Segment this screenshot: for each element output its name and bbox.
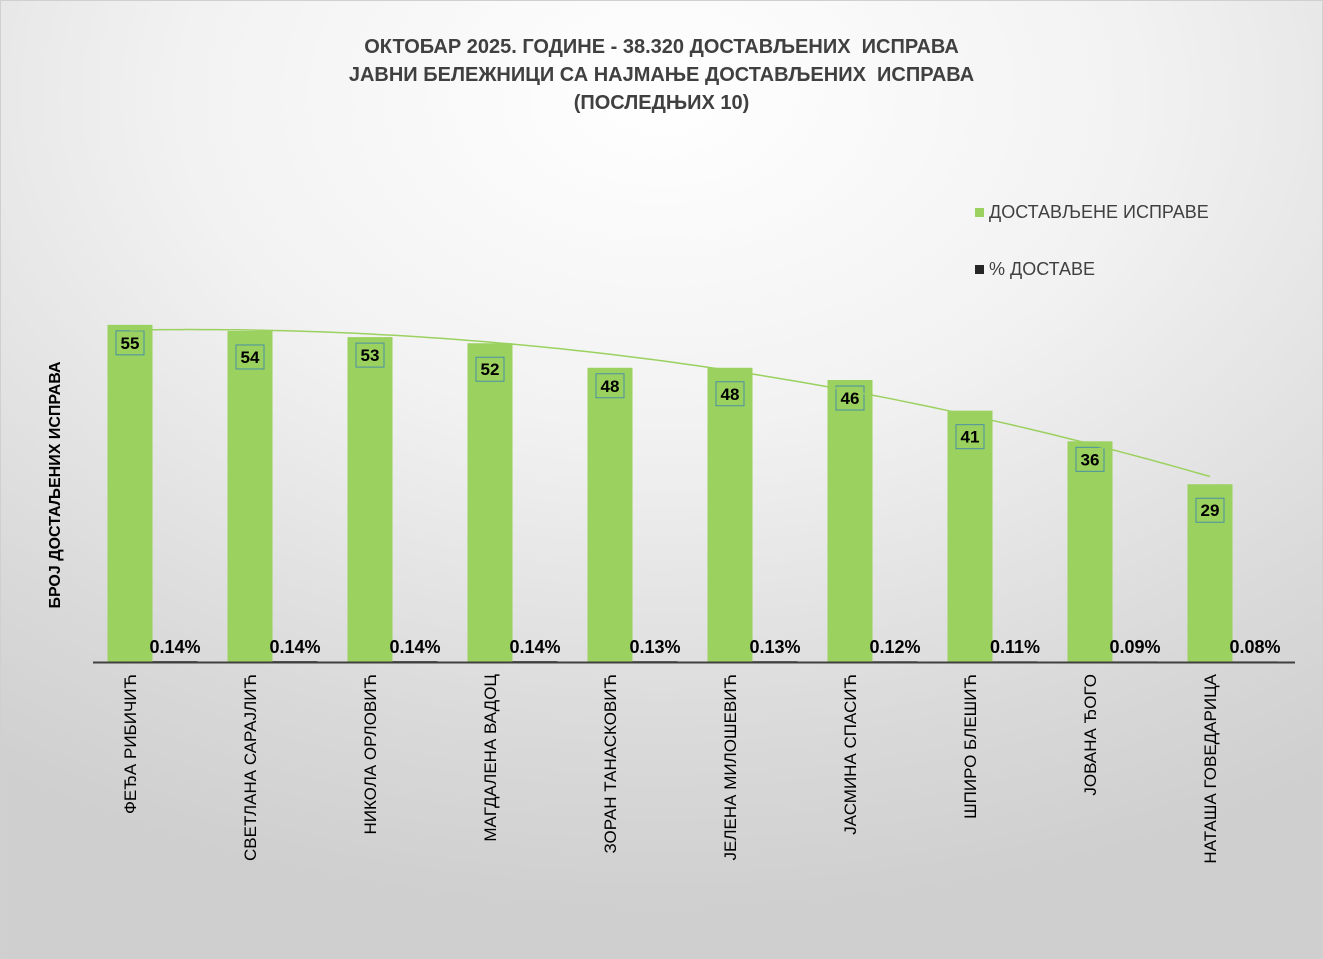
- data-label-delivered: 48: [721, 385, 740, 404]
- category-label: ЈОВАНА ЂОГО: [1081, 674, 1100, 796]
- data-label-box: [1075, 446, 1105, 472]
- bar-delivered: [827, 380, 873, 662]
- data-label-percent: 0.14%: [389, 637, 440, 657]
- category-label: НИКОЛА ОРЛОВИЋ: [361, 674, 380, 835]
- data-label-percent: 0.12%: [869, 637, 920, 657]
- data-label-delivered: 54: [241, 348, 260, 367]
- data-label-delivered: 41: [961, 428, 980, 447]
- category-label: ЗОРАН ТАНАСКОВИЋ: [601, 674, 620, 854]
- data-label-box: [1195, 497, 1225, 523]
- data-label-box: [235, 344, 265, 370]
- data-label-percent: 0.14%: [269, 637, 320, 657]
- bar-delivered: [707, 367, 753, 662]
- data-label-percent: 0.13%: [749, 637, 800, 657]
- legend-swatch-green: [975, 208, 984, 217]
- data-label-percent: 0.09%: [1109, 637, 1160, 657]
- data-label-box: [715, 381, 745, 407]
- bar-delivered: [107, 324, 153, 662]
- bar-delivered: [947, 410, 993, 662]
- data-label-percent: 0.14%: [509, 637, 560, 657]
- data-label-delivered: 46: [841, 389, 860, 408]
- category-label: НАТАША ГОВЕДАРИЦА: [1201, 673, 1220, 863]
- data-label-delivered: 36: [1081, 450, 1100, 469]
- title-line-1: ОКТОБАР 2025. ГОДИНЕ - 38.320 ДОСТАВЉЕНИ…: [364, 36, 959, 58]
- category-label: ЈАСМИНА СПАСИЋ: [841, 674, 860, 835]
- category-label: ФЕЂА РИБИЧИЋ: [121, 674, 140, 814]
- data-label-delivered: 48: [601, 377, 620, 396]
- category-label: ЈЕЛЕНА МИЛОШЕВИЋ: [721, 674, 740, 860]
- data-label-box: [955, 424, 985, 450]
- data-label-percent: 0.14%: [149, 637, 200, 657]
- data-label-percent: 0.08%: [1229, 637, 1280, 657]
- bar-delivered: [467, 343, 513, 662]
- legend-label: % ДОСТАВЕ: [989, 259, 1096, 279]
- legend-label: ДОСТАВЉЕНЕ ИСПРАВЕ: [989, 202, 1209, 222]
- title-line-3: (ПОСЛЕДЊИХ 10): [573, 92, 750, 114]
- legend-item-percent: % ДОСТАВЕ: [975, 259, 1095, 280]
- data-label-delivered: 53: [361, 346, 380, 365]
- chart-title: ОКТОБАР 2025. ГОДИНЕ - 38.320 ДОСТАВЉЕНИ…: [0, 33, 1323, 117]
- data-label-box: [115, 330, 145, 356]
- data-label-percent: 0.13%: [629, 637, 680, 657]
- data-label-delivered: 52: [481, 360, 500, 379]
- data-label-box: [595, 373, 625, 399]
- bar-delivered: [587, 367, 633, 662]
- data-label-box: [835, 385, 865, 411]
- data-label-delivered: 55: [121, 334, 140, 353]
- data-label-box: [475, 356, 505, 382]
- legend-swatch-dark: [975, 265, 984, 274]
- data-label-percent: 0.11%: [990, 637, 1040, 657]
- trendline: [129, 328, 1211, 478]
- title-line-2: ЈАВНИ БЕЛЕЖНИЦИ СА НАЈМАЊЕ ДОСТАВЉЕНИХ И…: [348, 64, 975, 86]
- data-label-delivered: 29: [1201, 501, 1220, 520]
- data-label-box: [355, 342, 385, 368]
- bar-delivered: [1187, 484, 1233, 662]
- legend-item-delivered: ДОСТАВЉЕНЕ ИСПРАВЕ: [975, 202, 1209, 223]
- bar-delivered: [347, 337, 393, 662]
- category-label: МАГДАЛЕНА ВАДОЦ: [481, 674, 500, 842]
- bar-delivered: [1067, 441, 1113, 662]
- bar-delivered: [227, 330, 273, 662]
- category-label: ШПИРО БЛЕШИЋ: [961, 674, 980, 819]
- category-label: СВЕТЛАНА САРАЈЛИЋ: [241, 674, 260, 861]
